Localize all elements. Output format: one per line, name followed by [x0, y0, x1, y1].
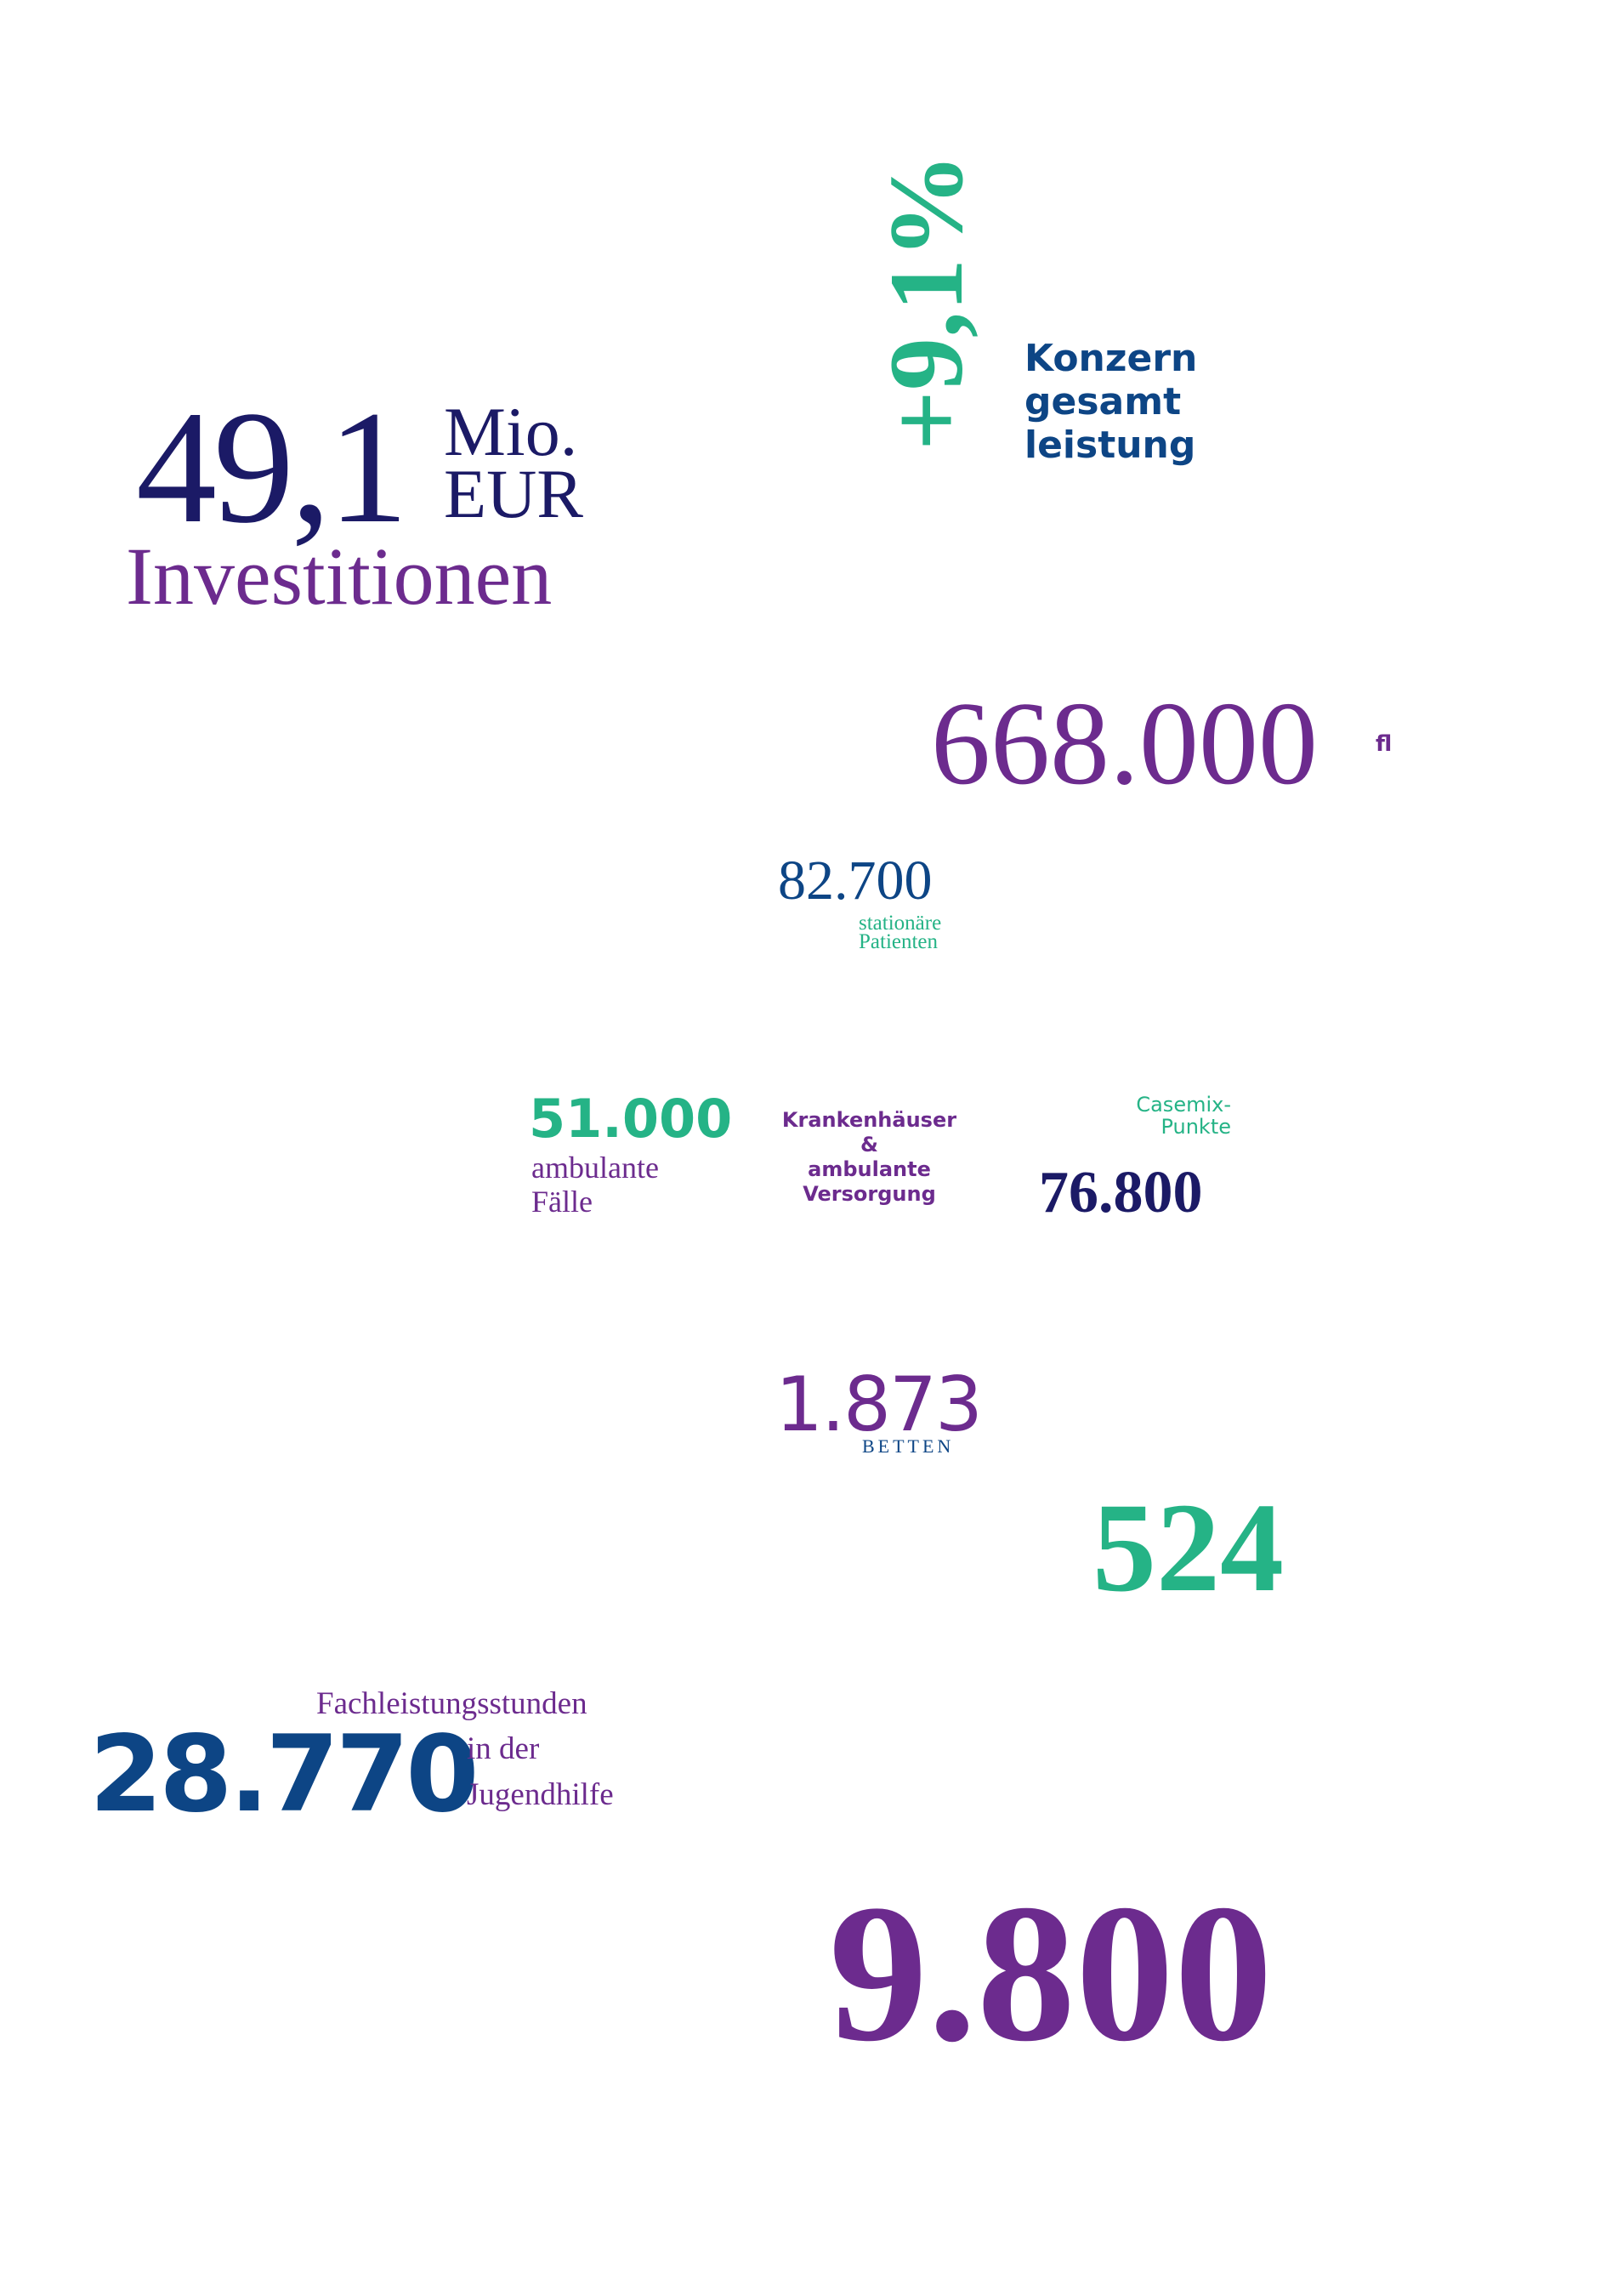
youth-welfare-label-line3: Jugendhilfe [467, 1777, 614, 1812]
outpatient-cases-value: 51.000 [529, 1088, 733, 1150]
segment-label-line1: Krankenhäuser [781, 1108, 957, 1132]
outpatient-cases-label-line2: Fälle [531, 1185, 593, 1219]
casemix-value: 76.800 [1039, 1160, 1203, 1225]
investments-value: 49,1 [136, 378, 408, 557]
big-figure-value: 668.000 [931, 685, 1318, 810]
big-figure-clip: 668.000 [931, 685, 1394, 812]
outpatient-cases-label-line1: ambulante [531, 1151, 659, 1185]
segment-label-line2: & [860, 1133, 878, 1157]
inpatients-label-line2: Patienten [859, 930, 939, 953]
group-performance-change: +9,1% [868, 153, 985, 451]
figure-524-value: 524 [1092, 1477, 1284, 1618]
youth-welfare-value: 28.770 [89, 1713, 480, 1836]
group-performance-label-line3: leistung [1024, 423, 1196, 467]
youth-welfare-label-line2: in der [467, 1731, 540, 1766]
investments-unit-eur: EUR [444, 455, 583, 532]
investments-label: Investitionen [126, 531, 553, 622]
group-performance-change-wrapper: +9,1% [863, 140, 990, 463]
big-figure-cut-label: fl [1376, 731, 1393, 757]
segment-label-line3: ambulante [808, 1157, 931, 1181]
casemix-label-line2: Punkte [1161, 1115, 1231, 1139]
investments-unit-mio: Mio. [444, 393, 578, 470]
figure-9800-value: 9.800 [829, 1864, 1273, 2083]
youth-welfare-label-line1: Fachleistungsstunden [316, 1686, 587, 1721]
beds-label: BETTEN [862, 1435, 955, 1457]
segment-label-line4: Versorgung [803, 1182, 936, 1206]
beds-value: 1.873 [775, 1361, 983, 1448]
group-performance-label-line1: Konzern [1024, 337, 1198, 380]
inpatients-label-line1: stationäre [859, 912, 942, 935]
inpatients-value: 82.700 [778, 850, 933, 912]
group-performance-label-line2: gesamt [1024, 380, 1182, 423]
casemix-label-line1: Casemix- [1136, 1093, 1231, 1117]
